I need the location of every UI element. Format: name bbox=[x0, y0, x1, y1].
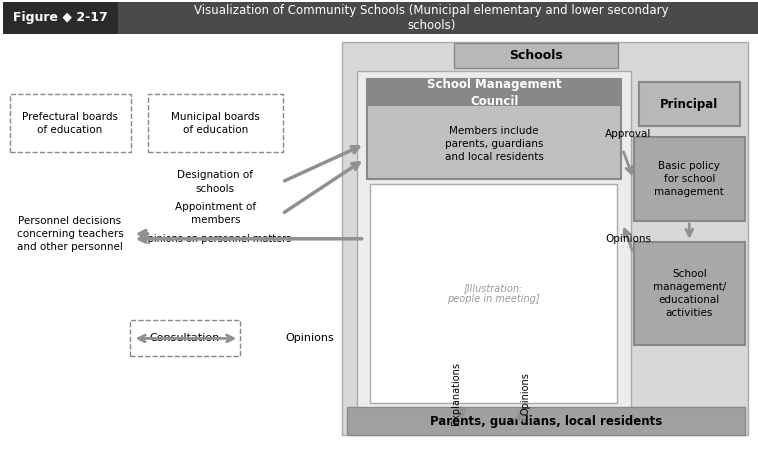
Text: Opinions: Opinions bbox=[606, 234, 652, 244]
Text: School Management: School Management bbox=[0, 452, 1, 453]
Text: Schools: Schools bbox=[509, 49, 563, 62]
Text: Opinions on personnel matters: Opinions on personnel matters bbox=[139, 234, 291, 244]
Text: Personnel decisions
concerning teachers
and other personnel: Personnel decisions concerning teachers … bbox=[17, 216, 124, 252]
FancyBboxPatch shape bbox=[3, 2, 117, 34]
Text: Municipal boards
of education: Municipal boards of education bbox=[171, 111, 260, 135]
Text: Members include
parents, guardians
and local residents: Members include parents, guardians and l… bbox=[445, 126, 543, 162]
Text: Council: Council bbox=[0, 452, 1, 453]
FancyBboxPatch shape bbox=[367, 79, 621, 179]
Text: Opinions: Opinions bbox=[286, 333, 334, 343]
Text: Approval: Approval bbox=[606, 129, 652, 139]
FancyBboxPatch shape bbox=[454, 43, 618, 68]
Text: School Management
Council: School Management Council bbox=[427, 78, 562, 108]
Text: Prefectural boards
of education: Prefectural boards of education bbox=[22, 111, 118, 135]
Text: Basic policy
for school
management: Basic policy for school management bbox=[654, 161, 724, 197]
Text: School
management/
educational
activities: School management/ educational activitie… bbox=[653, 269, 726, 318]
FancyBboxPatch shape bbox=[370, 184, 616, 403]
Text: Designation of
schools: Designation of schools bbox=[177, 170, 253, 193]
FancyBboxPatch shape bbox=[357, 72, 631, 423]
FancyBboxPatch shape bbox=[346, 407, 745, 435]
FancyBboxPatch shape bbox=[130, 320, 240, 357]
Text: Figure ◆ 2-17: Figure ◆ 2-17 bbox=[13, 11, 108, 24]
FancyBboxPatch shape bbox=[367, 79, 621, 106]
FancyBboxPatch shape bbox=[342, 42, 748, 435]
FancyBboxPatch shape bbox=[3, 2, 758, 34]
Text: Opinions: Opinions bbox=[521, 372, 531, 414]
Text: Appointment of
members: Appointment of members bbox=[175, 202, 256, 226]
Text: Explanations: Explanations bbox=[451, 362, 462, 425]
Text: Parents, guardians, local residents: Parents, guardians, local residents bbox=[430, 414, 662, 428]
FancyBboxPatch shape bbox=[634, 137, 745, 221]
Text: Visualization of Community Schools (Municipal elementary and lower secondary
sch: Visualization of Community Schools (Muni… bbox=[194, 4, 669, 32]
Text: Principal: Principal bbox=[660, 98, 719, 111]
Text: Consultation: Consultation bbox=[149, 333, 220, 343]
Text: [Illustration:
people in meeting]: [Illustration: people in meeting] bbox=[446, 283, 540, 304]
FancyBboxPatch shape bbox=[638, 82, 740, 126]
FancyBboxPatch shape bbox=[10, 94, 130, 152]
FancyBboxPatch shape bbox=[148, 94, 283, 152]
FancyBboxPatch shape bbox=[634, 242, 745, 345]
